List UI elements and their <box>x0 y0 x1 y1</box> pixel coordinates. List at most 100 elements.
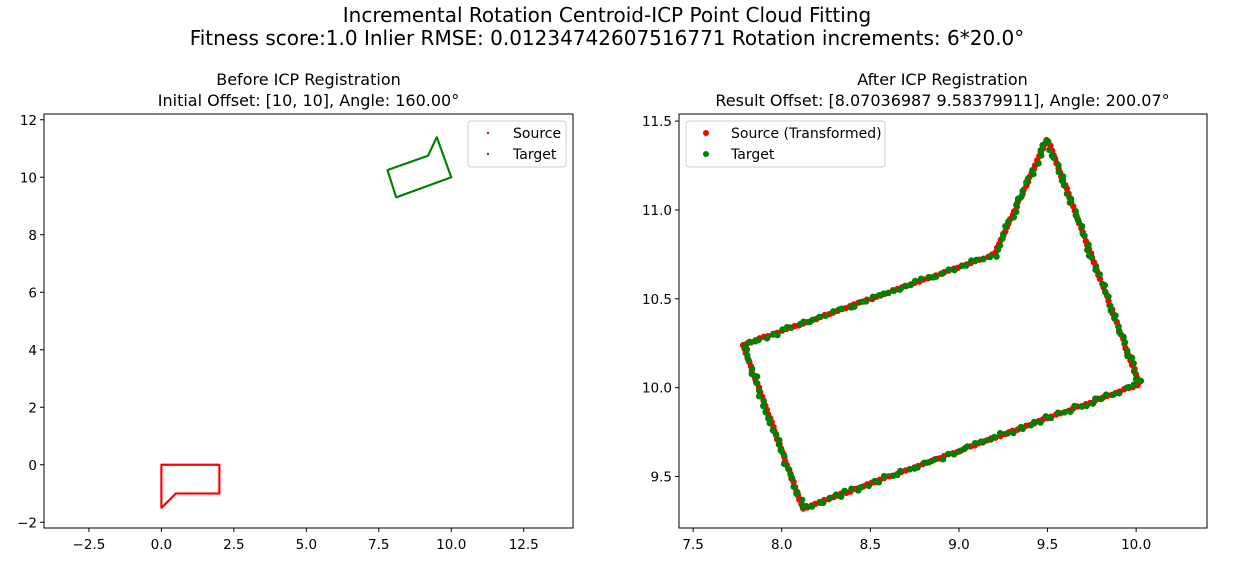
data-point <box>889 472 896 480</box>
data-point <box>160 464 163 467</box>
x-tick-label: 10.0 <box>1121 537 1151 553</box>
legend-label: Source (Transformed) <box>731 126 882 142</box>
x-tick-label: 7.5 <box>682 537 703 553</box>
data-point <box>1107 307 1114 314</box>
legend-marker <box>486 131 490 135</box>
y-tick-label: 9.5 <box>651 469 672 485</box>
data-point <box>838 305 845 312</box>
legend-marker <box>703 151 709 157</box>
data-point <box>996 429 1004 437</box>
data-point <box>386 169 389 173</box>
data-point <box>780 460 788 468</box>
data-point <box>896 286 904 293</box>
data-point <box>1010 429 1017 437</box>
y-tick-label: 11.0 <box>642 203 672 219</box>
data-point <box>748 370 755 378</box>
data-point <box>1038 152 1045 159</box>
data-point <box>755 387 763 394</box>
data-point <box>841 487 848 495</box>
data-point <box>800 318 807 325</box>
data-point <box>799 503 806 510</box>
data-point <box>1055 168 1062 176</box>
plot-area <box>679 114 1207 528</box>
y-tick-label: 10.0 <box>642 381 672 397</box>
x-tick-label: 8.0 <box>771 537 792 553</box>
data-point <box>885 289 892 297</box>
y-tick-label: 4 <box>28 343 37 359</box>
data-point <box>794 489 801 496</box>
data-point <box>851 303 858 310</box>
x-tick-label: 8.5 <box>860 537 881 553</box>
data-point <box>777 447 784 454</box>
data-point <box>755 393 763 400</box>
data-point <box>917 275 925 282</box>
legend: Source Target <box>467 120 567 168</box>
x-tick-label: 10.0 <box>436 537 466 553</box>
figure-title-line2: Fitness score:1.0 Inlier RMSE: 0.0123474… <box>190 26 1025 50</box>
data-point <box>968 257 975 264</box>
data-point <box>945 450 952 458</box>
data-point <box>1130 368 1138 375</box>
legend: Source (Transformed) Target <box>685 120 886 168</box>
data-point <box>1054 409 1062 416</box>
data-point <box>1019 187 1026 195</box>
data-point <box>931 456 938 463</box>
data-point <box>1121 339 1129 346</box>
axes-frame <box>678 113 1208 529</box>
data-point <box>748 365 756 372</box>
data-point <box>830 308 837 315</box>
data-point <box>753 379 760 387</box>
data-point <box>1107 302 1114 310</box>
data-point <box>1116 390 1123 397</box>
data-point <box>1037 147 1045 154</box>
series-target <box>740 138 1145 510</box>
data-point <box>1071 402 1078 410</box>
data-point <box>1013 201 1020 209</box>
data-point <box>906 466 913 473</box>
data-point <box>762 408 769 416</box>
data-point <box>832 491 840 498</box>
data-point <box>890 287 898 295</box>
data-point <box>1066 199 1074 206</box>
legend-box <box>685 120 886 168</box>
data-point <box>1132 375 1140 382</box>
data-point <box>790 483 797 490</box>
data-point <box>1085 241 1092 248</box>
y-tick-label: 0 <box>28 458 37 474</box>
data-point <box>1130 381 1138 388</box>
data-point <box>1050 154 1057 161</box>
data-point <box>1061 409 1068 416</box>
data-point <box>911 465 918 472</box>
x-tick-label: 9.5 <box>1037 537 1058 553</box>
data-point <box>760 402 767 410</box>
data-point <box>1010 214 1018 221</box>
legend-label: Target <box>730 147 775 163</box>
data-point <box>1063 190 1071 197</box>
data-point <box>1110 391 1117 398</box>
data-point <box>971 439 979 447</box>
data-point <box>1042 413 1050 420</box>
data-point <box>1101 288 1109 295</box>
data-point <box>1024 175 1032 183</box>
x-tick-label: 5.0 <box>296 537 317 553</box>
data-point <box>1123 384 1131 391</box>
legend-box <box>467 120 567 168</box>
data-point <box>837 493 845 500</box>
data-point <box>1081 232 1088 239</box>
data-point <box>1116 328 1123 336</box>
data-point <box>863 298 870 305</box>
after-plot-title-line2: Result Offset: [8.07036987 9.58379911], … <box>715 91 1169 110</box>
data-point <box>1115 323 1122 330</box>
data-point <box>774 331 781 339</box>
data-point <box>743 346 751 353</box>
data-point <box>1046 146 1053 154</box>
data-point <box>987 436 994 443</box>
legend-label: Target <box>512 147 557 163</box>
y-tick-label: −2 <box>17 515 37 531</box>
data-point <box>1078 403 1086 410</box>
data-point <box>925 274 932 281</box>
plot-area <box>44 114 573 528</box>
data-point <box>1102 391 1110 398</box>
data-point <box>911 277 919 285</box>
